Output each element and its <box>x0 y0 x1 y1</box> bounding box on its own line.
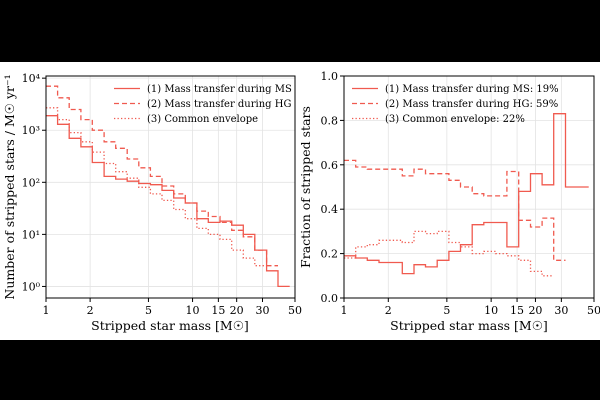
y-tick-label: 10² <box>22 176 40 189</box>
y-tick-label: 10⁴ <box>22 72 41 85</box>
x-axis-label: Stripped star mass [M☉] <box>390 318 548 333</box>
x-tick-label: 10 <box>186 304 200 317</box>
series-line-1 <box>344 113 589 275</box>
y-tick-label: 0.2 <box>321 248 339 261</box>
series-line-3 <box>344 230 554 277</box>
x-tick-label: 1 <box>43 304 50 317</box>
series-line-2 <box>344 159 566 261</box>
y-tick-label: 1.0 <box>321 70 339 83</box>
x-tick-label: 1 <box>341 304 348 317</box>
x-axis-label: Stripped star mass [M☉] <box>91 318 249 333</box>
x-tick-label: 30 <box>554 304 568 317</box>
chart-2: 1 2 5 10 15 20 30 50 0.0 0.2 0.4 0.6 0.8 1.0 Stripped … <box>298 70 600 333</box>
legend-label-1: (1) Mass transfer during MS: 19% <box>385 84 559 95</box>
legend-label-1: (1) Mass transfer during MS <box>147 84 292 95</box>
x-tick-label: 5 <box>443 304 450 317</box>
x-tick-label: 2 <box>87 304 94 317</box>
x-tick-label: 5 <box>145 304 152 317</box>
y-tick-label: 0.8 <box>321 114 339 127</box>
x-tick-label: 15 <box>510 304 524 317</box>
y-tick-label: 0.6 <box>321 159 339 172</box>
y-axis-label: Number of stripped stars / M☉ yr⁻¹ <box>2 74 17 299</box>
plot-frame <box>45 75 296 299</box>
plot-frame <box>343 75 595 299</box>
series-line-3 <box>46 107 267 267</box>
x-tick-label: 10 <box>484 304 498 317</box>
x-tick-label: 50 <box>587 304 600 317</box>
series-line-2 <box>46 85 278 267</box>
figure: 1 2 5 10 15 20 30 50 10⁰ 10¹ 10² 10³ 10⁴ Stripped sta… <box>0 62 600 340</box>
x-tick-label: 50 <box>288 304 302 317</box>
legend-label-3: (3) Common envelope: 22% <box>385 114 525 125</box>
y-tick-label: 10¹ <box>22 228 40 241</box>
x-tick-label: 15 <box>211 304 225 317</box>
series-line-1 <box>46 115 290 288</box>
legend-label-2: (2) Mass transfer during HG: 59% <box>385 99 558 110</box>
y-tick-label: 0.4 <box>321 203 339 216</box>
x-tick-label: 20 <box>528 304 542 317</box>
y-axis-label: Fraction of stripped stars <box>298 106 313 268</box>
y-tick-label: 10³ <box>22 124 40 137</box>
x-tick-label: 20 <box>230 304 244 317</box>
chart-1: 1 2 5 10 15 20 30 50 10⁰ 10¹ 10² 10³ 10⁴ Stripped sta… <box>2 72 302 333</box>
legend-label-2: (2) Mass transfer during HG <box>147 99 291 110</box>
legend-label-3: (3) Common envelope <box>147 114 258 125</box>
x-tick-label: 2 <box>385 304 392 317</box>
y-tick-label: 0.0 <box>321 292 339 305</box>
x-tick-label: 30 <box>255 304 269 317</box>
y-tick-label: 10⁰ <box>22 280 41 293</box>
